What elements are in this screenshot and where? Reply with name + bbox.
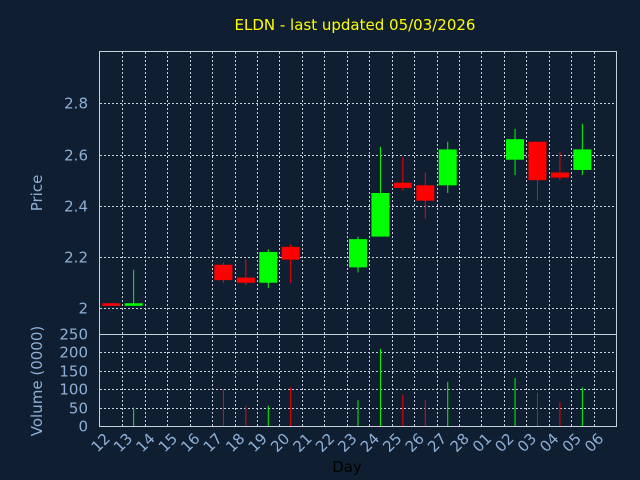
volume-tick-label: 150 bbox=[59, 363, 88, 381]
candle-body bbox=[371, 193, 390, 237]
price-axis-label: Price bbox=[28, 175, 46, 212]
candle-body bbox=[416, 185, 435, 201]
candle-body bbox=[281, 246, 300, 260]
candle-body bbox=[506, 139, 525, 160]
candle-body bbox=[124, 303, 143, 306]
candle-body bbox=[550, 172, 569, 178]
candle-body bbox=[259, 251, 278, 283]
candle-body bbox=[349, 239, 367, 268]
candle-body bbox=[528, 141, 547, 181]
volume-tick-label: 250 bbox=[59, 326, 88, 344]
candle-body bbox=[393, 182, 412, 188]
candle-body bbox=[438, 149, 457, 186]
price-tick-label: 2.2 bbox=[64, 249, 88, 267]
price-tick-label: 2.8 bbox=[64, 95, 88, 113]
volume-tick-label: 100 bbox=[59, 381, 88, 399]
volume-tick-label: 50 bbox=[69, 400, 88, 418]
price-panel-frame bbox=[99, 51, 617, 335]
chart-title: ELDN - last updated 05/03/2026 bbox=[235, 16, 476, 34]
price-tick-label: 2.6 bbox=[64, 147, 88, 165]
x-tick-label: 06 bbox=[581, 430, 607, 456]
candle-body bbox=[236, 277, 255, 283]
candle-body bbox=[214, 264, 233, 281]
volume-tick-label: 0 bbox=[78, 418, 88, 436]
volume-panel-frame bbox=[99, 334, 617, 427]
x-axis-label: Day bbox=[332, 458, 362, 476]
candle-body bbox=[102, 303, 121, 306]
candle-body bbox=[573, 149, 592, 170]
volume-tick-label: 200 bbox=[59, 344, 88, 362]
price-tick-label: 2.4 bbox=[64, 198, 88, 216]
price-tick-label: 2 bbox=[78, 300, 88, 318]
volume-axis-label: Volume (0000) bbox=[28, 326, 46, 436]
